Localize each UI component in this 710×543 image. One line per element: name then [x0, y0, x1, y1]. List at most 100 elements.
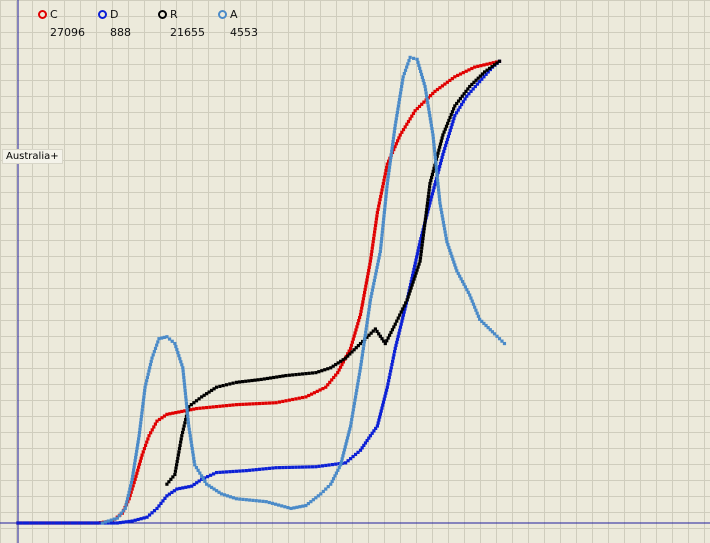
data-point-a [446, 243, 450, 247]
data-point-a [261, 499, 265, 503]
data-point-r [423, 217, 428, 221]
data-point-r [476, 76, 480, 80]
data-point-a [439, 207, 443, 211]
data-point-r [415, 268, 419, 272]
data-point-r [468, 84, 472, 89]
data-point-a [283, 505, 287, 509]
data-point-r [436, 151, 440, 155]
legend-label-a: A [230, 8, 238, 21]
data-point-r [334, 362, 338, 367]
data-point-d [473, 84, 477, 89]
data-point-c [408, 117, 412, 121]
data-point-c [238, 402, 242, 407]
data-point-a [273, 502, 278, 506]
data-point-a [209, 485, 214, 490]
region-label[interactable]: Australia+ [2, 149, 63, 164]
data-point-d [35, 521, 39, 525]
data-point-d [121, 520, 125, 524]
data-point-r [272, 375, 276, 380]
data-point-r [256, 378, 260, 382]
data-point-a [292, 506, 296, 510]
data-point-a [176, 351, 180, 355]
data-point-a [162, 335, 166, 340]
data-point-r [373, 327, 377, 331]
data-point-d [211, 472, 216, 476]
data-point-a [395, 110, 399, 114]
data-point-d [136, 517, 140, 522]
data-point-a [225, 494, 230, 498]
data-point-a [280, 504, 284, 508]
data-point-a [138, 424, 142, 428]
data-point-a [393, 126, 397, 131]
data-point-a [342, 451, 346, 455]
data-point-a [452, 260, 456, 264]
data-point-a [488, 328, 492, 332]
data-point-c [374, 217, 379, 221]
data-point-c [349, 343, 354, 347]
data-point-a [382, 214, 386, 218]
data-point-r [386, 336, 390, 340]
data-point-a [367, 304, 372, 308]
data-point-d [77, 521, 81, 525]
data-point-d [398, 325, 403, 329]
data-point-d [377, 418, 381, 422]
data-point-d [461, 100, 465, 104]
data-point-r [178, 443, 182, 447]
data-point-c [403, 125, 407, 129]
data-point-d [167, 492, 171, 496]
data-point-a [435, 175, 439, 179]
data-point-c [400, 130, 404, 134]
data-point-c [393, 145, 397, 149]
data-point-d [228, 470, 232, 474]
data-point-d [397, 331, 401, 335]
data-point-a [343, 445, 347, 449]
data-point-d [83, 521, 87, 525]
data-point-c [443, 82, 447, 86]
data-point-c [139, 456, 143, 460]
data-point-d [403, 307, 407, 311]
data-point-r [425, 204, 429, 208]
data-point-a [139, 421, 143, 425]
data-point-d [159, 501, 163, 506]
data-point-a [192, 459, 196, 464]
data-point-d [184, 485, 188, 489]
data-point-d [261, 467, 265, 471]
data-point-r [378, 334, 382, 338]
data-point-a [270, 501, 274, 505]
data-point-a [453, 263, 457, 267]
data-point-r [466, 87, 470, 91]
data-point-d [376, 421, 380, 425]
data-point-a [150, 356, 154, 360]
data-point-c [287, 398, 291, 402]
data-point-c [143, 443, 148, 447]
data-point-d [410, 276, 414, 281]
data-point-c [375, 214, 379, 218]
data-point-c [346, 352, 350, 356]
data-point-a [201, 477, 205, 481]
data-point-a [135, 449, 139, 453]
data-point-r [430, 172, 435, 177]
data-point-a [400, 81, 404, 85]
data-point-a [388, 162, 392, 166]
data-point-r [387, 333, 392, 337]
data-point-a [361, 346, 365, 350]
data-point-r [497, 59, 502, 63]
data-point-a [372, 278, 377, 283]
data-point-r [262, 377, 266, 381]
data-point-a [368, 298, 373, 302]
data-point-d [358, 448, 363, 452]
data-point-r [268, 376, 273, 380]
data-point-d [384, 391, 388, 395]
data-point-c [362, 290, 367, 295]
data-point-a [351, 411, 355, 415]
data-point-a [241, 497, 245, 501]
data-point-d [471, 87, 475, 91]
data-point-a [319, 492, 323, 496]
data-point-c [309, 392, 314, 396]
data-point-a [143, 385, 147, 389]
data-point-c [453, 75, 457, 79]
data-point-a [363, 333, 367, 338]
data-point-d [380, 406, 384, 410]
data-point-a [415, 57, 419, 61]
